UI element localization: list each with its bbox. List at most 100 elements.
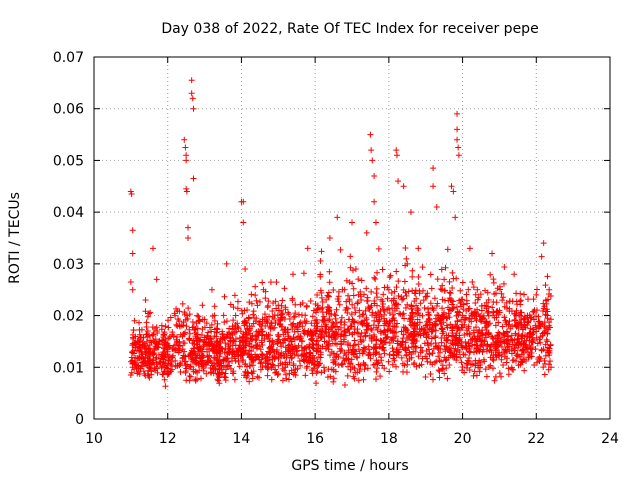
x-tick-label: 18 [380, 431, 398, 447]
data-point [495, 311, 502, 318]
data-point [470, 372, 477, 379]
data-point [225, 343, 232, 350]
data-point [306, 343, 313, 350]
data-point [385, 326, 392, 333]
data-point [481, 338, 488, 345]
data-point [374, 302, 381, 309]
data-point [472, 315, 479, 322]
data-point [393, 268, 400, 275]
data-point [188, 77, 195, 84]
data-point [389, 361, 396, 368]
data-point [452, 214, 459, 221]
data-point [474, 306, 481, 313]
data-point [466, 348, 473, 355]
data-point [355, 346, 362, 353]
data-point [327, 373, 334, 380]
data-point [158, 355, 165, 362]
data-point [163, 364, 170, 371]
data-point [354, 326, 361, 333]
data-point [181, 340, 188, 347]
data-point [511, 271, 518, 278]
data-point [503, 328, 510, 335]
data-point [403, 369, 410, 376]
data-point [356, 313, 363, 320]
data-point [389, 323, 396, 330]
data-point [288, 338, 295, 345]
data-point [318, 289, 325, 296]
data-point [147, 348, 154, 355]
data-point [431, 359, 438, 366]
data-point [441, 370, 448, 377]
data-point [235, 358, 242, 365]
data-point [271, 369, 278, 376]
data-point [314, 358, 321, 365]
data-point [428, 341, 435, 347]
data-point [250, 320, 257, 327]
data-point [510, 366, 517, 373]
data-point [238, 348, 245, 355]
data-point [130, 327, 137, 334]
data-point [520, 326, 527, 333]
data-point [241, 320, 248, 327]
data-point [351, 347, 358, 354]
data-point [466, 358, 473, 365]
data-point [286, 315, 293, 322]
data-point [419, 355, 426, 362]
data-point [402, 244, 409, 251]
data-point [480, 312, 487, 319]
x-tick-label: 14 [233, 431, 251, 447]
data-point [413, 344, 420, 351]
data-point [415, 280, 422, 287]
data-point [402, 345, 409, 352]
data-point [327, 311, 334, 318]
data-point [480, 356, 487, 363]
data-point [240, 198, 247, 205]
data-point [199, 316, 206, 323]
data-point [362, 345, 369, 352]
data-point [423, 331, 430, 338]
data-point [469, 312, 476, 319]
data-point [423, 322, 430, 329]
data-point [245, 328, 252, 335]
data-point [285, 311, 292, 318]
data-point [354, 369, 361, 376]
data-point [216, 338, 223, 345]
data-point [345, 347, 352, 354]
data-point [129, 286, 136, 293]
data-point [282, 326, 289, 333]
data-point [350, 285, 357, 292]
data-point [381, 311, 388, 318]
data-point [439, 305, 446, 312]
data-point [512, 330, 519, 337]
data-point [511, 316, 518, 323]
data-point [148, 371, 155, 378]
data-point [247, 335, 254, 342]
data-point [445, 332, 452, 339]
data-point [478, 337, 485, 344]
data-point [315, 348, 322, 355]
data-point [336, 301, 343, 308]
data-point [359, 318, 366, 325]
data-point [540, 240, 547, 247]
data-point [182, 369, 189, 376]
data-point [246, 378, 253, 385]
data-point [334, 214, 341, 221]
data-point [544, 338, 551, 345]
data-point [546, 286, 553, 293]
data-point [128, 191, 135, 198]
data-point [386, 274, 393, 281]
data-point [463, 291, 470, 298]
data-point [483, 342, 490, 349]
data-point [505, 371, 512, 378]
data-point [518, 309, 525, 316]
data-point [317, 271, 324, 278]
data-point [355, 276, 362, 283]
data-point [344, 326, 351, 333]
data-point [490, 299, 497, 306]
data-point [258, 356, 265, 363]
data-point [253, 297, 260, 304]
data-point [294, 365, 301, 372]
data-point [236, 363, 243, 370]
data-point [364, 323, 371, 330]
data-point [492, 373, 499, 380]
